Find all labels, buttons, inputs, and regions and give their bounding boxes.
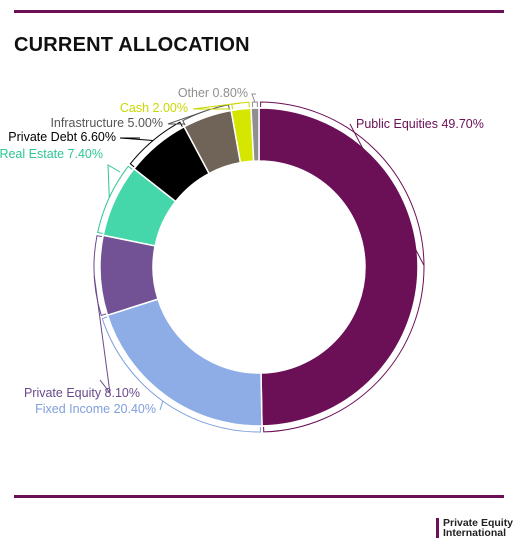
brand-line-2: International <box>443 527 507 539</box>
label-leader <box>119 137 154 142</box>
bottom-rule <box>14 495 504 498</box>
brand-line-1: Private Equity <box>443 517 514 529</box>
slice-label-fixed-income: Fixed Income 20.40% <box>35 402 156 416</box>
slice-label-infrastructure: Infrastructure 5.00% <box>50 116 163 130</box>
label-bracket <box>93 235 107 317</box>
slice-other <box>250 107 260 162</box>
label-bracket <box>251 101 258 108</box>
slice-label-private-equity: Private Equity 8.10% <box>24 386 140 400</box>
label-leader <box>251 93 256 103</box>
slice-label-cash: Cash 2.00% <box>120 101 188 115</box>
label-leader <box>93 275 111 395</box>
brand-logo: Private Equity International <box>436 518 523 538</box>
top-rule <box>14 10 504 13</box>
slice-label-private-debt: Private Debt 6.60% <box>8 130 116 144</box>
label-leader <box>349 123 425 266</box>
chart-title: CURRENT ALLOCATION <box>14 34 250 56</box>
slice-label-real-estate: Real Estate 7.40% <box>0 147 103 161</box>
slice-public-equities <box>258 107 419 427</box>
label-bracket <box>129 121 183 168</box>
label-leader <box>192 102 241 110</box>
label-leader <box>159 400 164 411</box>
label-leader <box>167 110 206 125</box>
slice-label-other: Other 0.80% <box>178 86 248 100</box>
label-bracket <box>97 165 133 234</box>
label-leader <box>107 164 121 198</box>
slice-label-public-equities: Public Equities 49.70% <box>356 117 484 131</box>
